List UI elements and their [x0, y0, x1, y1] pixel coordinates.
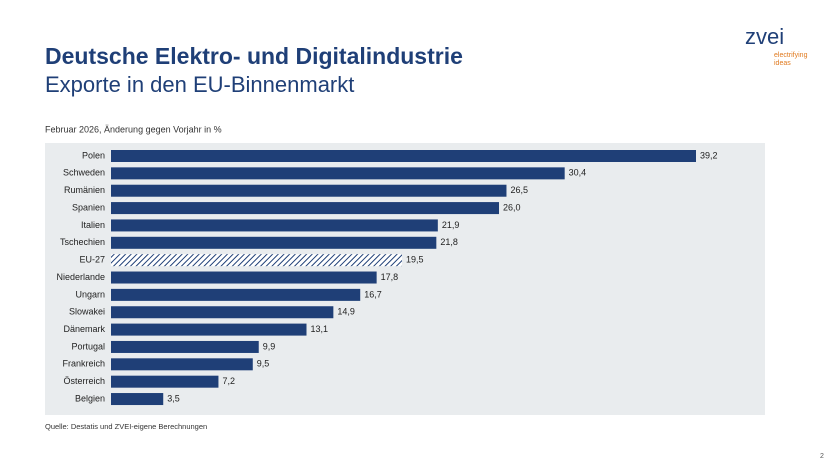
value-label: 9,5 — [257, 359, 270, 369]
bar — [111, 340, 259, 353]
bar — [111, 271, 377, 284]
bar — [111, 306, 334, 319]
value-label: 39,2 — [700, 150, 718, 160]
logo: zvei — [745, 24, 784, 49]
value-label: 26,5 — [510, 185, 528, 195]
bar — [111, 375, 219, 388]
value-label: 26,0 — [503, 202, 521, 212]
value-label: 3,5 — [167, 393, 180, 403]
category-label: Dänemark — [63, 324, 105, 334]
category-label: Niederlande — [56, 272, 105, 282]
bar — [111, 184, 507, 197]
logo-tagline: ideas — [774, 60, 791, 67]
category-label: Spanien — [72, 202, 105, 212]
value-label: 30,4 — [569, 168, 587, 178]
logo-tagline: electrifying — [774, 52, 808, 59]
source: Quelle: Destatis und ZVEI-eigene Berechn… — [45, 422, 207, 431]
value-label: 9,9 — [263, 341, 276, 351]
category-label: Belgien — [75, 393, 105, 403]
value-label: 19,5 — [406, 255, 424, 265]
bar — [111, 393, 164, 406]
category-label: Frankreich — [62, 359, 105, 369]
value-label: 21,8 — [440, 237, 458, 247]
chart-subtitle: Februar 2026, Änderung gegen Vorjahr in … — [45, 124, 222, 134]
bar — [111, 167, 565, 180]
category-label: Portugal — [71, 341, 105, 351]
bar — [111, 202, 500, 215]
category-label: Tschechien — [60, 237, 105, 247]
value-label: 7,2 — [222, 376, 235, 386]
category-label: Ungarn — [75, 289, 105, 299]
subtitle: Exporte in den EU-Binnenmarkt — [45, 72, 354, 97]
title: Deutsche Elektro- und Digitalindustrie — [45, 43, 463, 69]
category-label: Schweden — [63, 168, 105, 178]
value-label: 21,9 — [442, 220, 460, 230]
bar — [111, 236, 437, 249]
value-label: 14,9 — [337, 307, 355, 317]
category-label: Österreich — [63, 376, 105, 386]
page-number: 2 — [820, 453, 824, 460]
bar — [111, 358, 253, 371]
value-label: 16,7 — [364, 289, 382, 299]
value-label: 17,8 — [381, 272, 399, 282]
bar — [111, 288, 361, 301]
value-label: 13,1 — [310, 324, 328, 334]
category-label: Slowakei — [69, 307, 105, 317]
bar — [111, 254, 403, 267]
bar — [111, 150, 696, 162]
bar — [111, 219, 438, 232]
category-label: Polen — [82, 150, 105, 160]
category-label: EU-27 — [79, 255, 105, 265]
category-label: Italien — [81, 220, 105, 230]
bar — [111, 323, 307, 336]
category-label: Rumänien — [64, 185, 105, 195]
